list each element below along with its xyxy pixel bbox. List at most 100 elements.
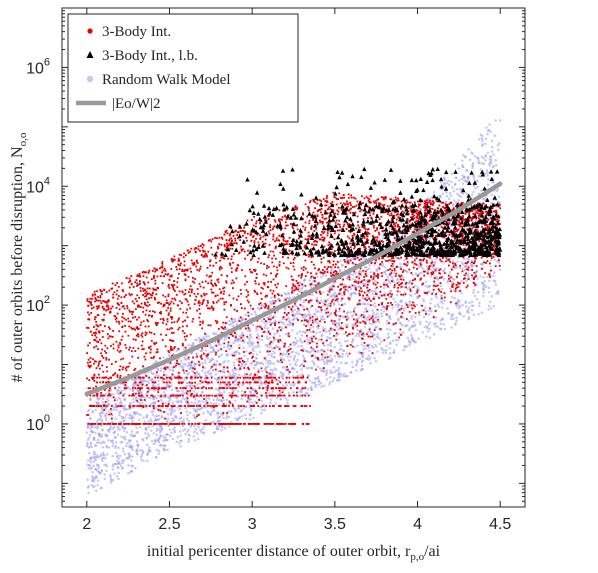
random-walk-point [263, 375, 266, 378]
three-body-point [264, 302, 267, 305]
three-body-point [199, 312, 201, 315]
three-body-point [396, 290, 399, 293]
three-body-point [151, 270, 154, 272]
three-body-point [117, 346, 120, 349]
three-body-point [326, 232, 329, 234]
three-body-point [242, 381, 245, 384]
three-body-point [302, 212, 304, 215]
random-walk-point [121, 466, 125, 470]
random-walk-point [208, 351, 212, 354]
random-walk-point [155, 427, 159, 430]
random-walk-point [383, 349, 386, 352]
random-walk-point [87, 446, 91, 449]
three-body-point [471, 261, 473, 264]
random-walk-point [323, 327, 327, 331]
random-walk-point [457, 167, 460, 170]
three-body-point [349, 246, 352, 249]
random-walk-point [388, 346, 391, 350]
random-walk-point [186, 413, 190, 417]
random-walk-point [472, 190, 475, 194]
three-body-point [387, 213, 389, 215]
random-walk-point [438, 327, 442, 331]
random-walk-point [399, 300, 402, 303]
random-walk-point [443, 327, 447, 331]
random-walk-point [453, 163, 457, 166]
random-walk-point [309, 386, 313, 390]
random-walk-point [185, 410, 188, 414]
random-walk-point [301, 305, 305, 308]
three-body-point [227, 370, 229, 373]
random-walk-point [305, 338, 309, 341]
random-walk-point [325, 378, 329, 381]
three-body-point [131, 293, 133, 296]
random-walk-point [419, 322, 422, 326]
random-walk-point [476, 156, 479, 159]
three-body-point [242, 334, 245, 337]
random-walk-point [451, 313, 454, 316]
random-walk-point [187, 440, 190, 443]
three-body-point [104, 401, 107, 403]
three-body-point [399, 328, 402, 331]
random-walk-point [249, 307, 253, 310]
random-walk-point [339, 372, 343, 376]
random-walk-point [116, 433, 120, 436]
random-walk-point [191, 370, 194, 373]
random-walk-point [179, 434, 182, 437]
random-walk-point [326, 348, 329, 352]
three-body-point [418, 295, 421, 297]
random-walk-point [315, 316, 319, 319]
random-walk-point [400, 304, 404, 308]
random-walk-point [429, 275, 433, 278]
three-body-point [303, 266, 305, 268]
random-walk-point [142, 416, 145, 420]
random-walk-point [294, 312, 298, 316]
three-body-point [360, 351, 363, 354]
random-walk-point [147, 448, 151, 452]
random-walk-point [104, 416, 108, 419]
three-body-point [316, 345, 318, 348]
three-body-point [272, 250, 275, 253]
three-body-point [350, 194, 352, 197]
random-walk-point [96, 484, 99, 487]
three-body-point [115, 293, 118, 296]
random-walk-point [433, 282, 436, 285]
random-walk-point [410, 294, 413, 298]
three-body-point [99, 299, 102, 302]
three-body-point [105, 405, 108, 407]
random-walk-point [244, 413, 247, 417]
three-body-point [136, 399, 139, 402]
three-body-point [340, 304, 343, 306]
random-walk-point [226, 380, 229, 383]
random-walk-point [257, 338, 261, 341]
random-walk-point [109, 477, 113, 481]
random-walk-point [172, 419, 176, 422]
random-walk-point [201, 369, 204, 372]
random-walk-point [360, 343, 364, 346]
random-walk-point [160, 429, 163, 432]
random-walk-point [487, 286, 491, 290]
random-walk-point [130, 469, 133, 473]
three-body-point [275, 266, 278, 269]
three-body-point [287, 349, 290, 352]
three-body-point [214, 368, 217, 371]
random-walk-point [127, 455, 131, 458]
three-body-point [167, 350, 170, 352]
random-walk-point [261, 363, 265, 366]
random-walk-point [402, 309, 406, 312]
random-walk-point [460, 279, 464, 283]
random-walk-point [453, 296, 456, 300]
random-walk-point [459, 305, 462, 308]
random-walk-point [100, 406, 104, 410]
three-body-point [255, 390, 257, 392]
random-walk-point [217, 369, 220, 373]
three-body-point [178, 317, 180, 320]
random-walk-point [122, 459, 126, 462]
random-walk-point [491, 274, 495, 278]
random-walk-point [485, 169, 489, 172]
random-walk-point [219, 383, 222, 386]
random-walk-point [489, 259, 493, 262]
random-walk-point [447, 312, 450, 315]
random-walk-point [387, 304, 391, 308]
random-walk-point [447, 197, 451, 200]
random-walk-point [244, 417, 248, 420]
